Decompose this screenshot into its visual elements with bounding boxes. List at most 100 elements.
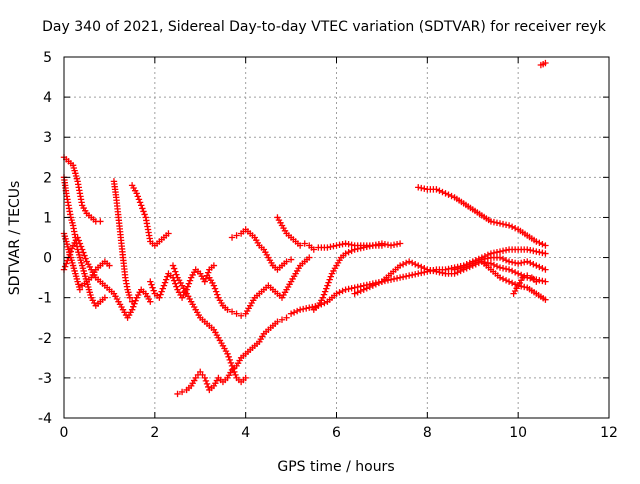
data-point	[339, 287, 346, 295]
data-point	[396, 262, 404, 269]
data-point	[436, 187, 443, 194]
data-point	[539, 240, 546, 248]
data-point	[514, 260, 522, 267]
data-point	[384, 241, 392, 249]
data-point	[76, 240, 84, 247]
data-point	[402, 273, 410, 280]
data-point	[232, 371, 239, 379]
data-point	[351, 284, 358, 291]
data-point	[283, 258, 290, 265]
series-track-f	[128, 182, 172, 249]
data-point	[439, 188, 446, 196]
data-point	[366, 283, 374, 291]
data-point	[299, 305, 307, 313]
data-point	[454, 265, 461, 273]
data-point	[211, 285, 219, 292]
data-point	[224, 350, 231, 358]
data-point	[296, 242, 304, 249]
data-point	[502, 247, 510, 254]
data-point	[224, 306, 231, 313]
data-point	[496, 264, 504, 271]
data-point	[536, 263, 543, 271]
data-point	[106, 262, 113, 269]
data-point	[336, 289, 343, 296]
data-point	[533, 278, 540, 285]
data-point	[326, 276, 333, 283]
data-point	[502, 221, 510, 228]
data-point	[126, 294, 134, 301]
data-point	[134, 193, 142, 200]
grid-lines	[64, 57, 609, 418]
data-point	[348, 241, 355, 249]
data-point	[160, 282, 168, 289]
data-point	[327, 273, 335, 280]
data-point	[536, 249, 543, 256]
data-point	[427, 267, 434, 274]
data-point	[487, 260, 495, 267]
data-point	[170, 265, 178, 272]
data-point	[542, 59, 549, 67]
data-point	[228, 308, 236, 315]
data-point	[283, 314, 290, 321]
data-point	[499, 220, 507, 228]
y-tick-label: 4	[43, 90, 52, 106]
data-point	[333, 290, 340, 297]
data-point	[173, 283, 180, 290]
data-point	[451, 266, 458, 273]
data-point	[357, 244, 364, 252]
series-track-p	[415, 184, 549, 249]
data-point	[533, 262, 540, 269]
data-point	[81, 252, 88, 259]
y-tick-label: 3	[43, 130, 52, 146]
data-point	[457, 265, 464, 272]
data-point	[323, 285, 330, 292]
data-point	[227, 359, 235, 367]
data-point	[396, 240, 404, 247]
data-point	[524, 272, 531, 279]
data-point	[439, 269, 446, 277]
data-point	[287, 256, 295, 263]
data-point	[315, 302, 322, 309]
data-point	[324, 244, 331, 251]
data-point	[158, 288, 165, 295]
data-point	[204, 269, 212, 276]
data-point	[505, 278, 513, 285]
data-point	[159, 285, 166, 292]
data-point	[309, 303, 316, 311]
data-point	[496, 254, 504, 261]
data-point	[345, 285, 352, 293]
data-point	[424, 266, 431, 273]
data-point	[415, 184, 422, 191]
data-point	[536, 239, 543, 247]
data-point	[357, 287, 364, 295]
data-point	[442, 190, 449, 197]
data-point	[421, 185, 428, 192]
data-point	[237, 312, 245, 319]
data-point	[82, 255, 89, 262]
data-point	[348, 285, 355, 292]
data-point	[527, 259, 534, 267]
data-point	[320, 291, 328, 298]
data-point	[165, 230, 172, 237]
data-point	[542, 296, 549, 303]
data-point	[536, 277, 543, 284]
data-point	[147, 298, 154, 305]
data-point	[61, 263, 69, 270]
data-point	[393, 240, 401, 248]
data-point	[505, 222, 513, 229]
data-point	[138, 202, 145, 209]
data-point	[533, 248, 540, 255]
data-point	[135, 196, 143, 203]
data-point	[511, 269, 519, 276]
y-tick-label: -4	[38, 411, 52, 427]
data-point	[360, 286, 367, 293]
data-point	[530, 261, 537, 268]
data-point	[133, 190, 140, 197]
data-point	[542, 250, 549, 257]
data-point	[354, 289, 361, 296]
data-point	[490, 218, 498, 226]
data-point	[533, 238, 540, 245]
data-point	[436, 269, 443, 276]
data-point	[156, 294, 163, 301]
data-point	[524, 246, 531, 253]
